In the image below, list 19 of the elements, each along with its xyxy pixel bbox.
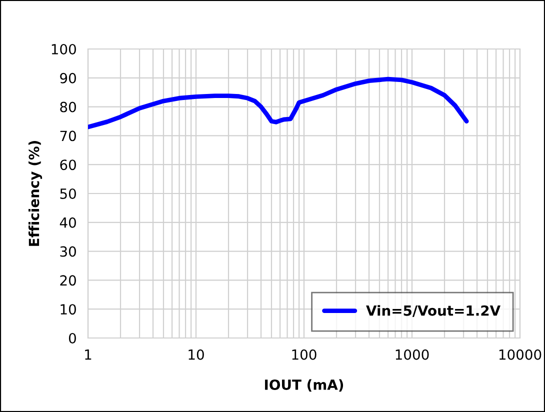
y-tick-label: 60 <box>60 160 76 170</box>
y-tick-label: 10 <box>60 304 76 315</box>
y-axis-title: Efficiency (%) <box>28 141 42 246</box>
y-tick-label: 30 <box>60 246 76 257</box>
y-tick-label: 100 <box>52 44 76 54</box>
y-tick-label: 0 <box>68 332 76 344</box>
y-tick-label: 40 <box>60 217 76 228</box>
x-tick-label: 1000 <box>396 349 429 360</box>
x-tick-label: 1 <box>85 350 92 360</box>
x-tick-label: 100 <box>292 349 316 360</box>
x-tick-label: 10000 <box>499 349 542 360</box>
x-axis-title: IOUT (mA) <box>265 379 344 392</box>
y-tick-label: 80 <box>60 102 76 112</box>
y-tick-label: 90 <box>60 72 76 84</box>
y-tick-label: 50 <box>60 188 76 199</box>
y-tick-label: 70 <box>60 130 76 142</box>
y-tick-label: 20 <box>60 275 76 286</box>
legend-label: Vin=5/Vout=1.2V <box>366 305 500 317</box>
x-tick-label: 10 <box>188 349 204 360</box>
